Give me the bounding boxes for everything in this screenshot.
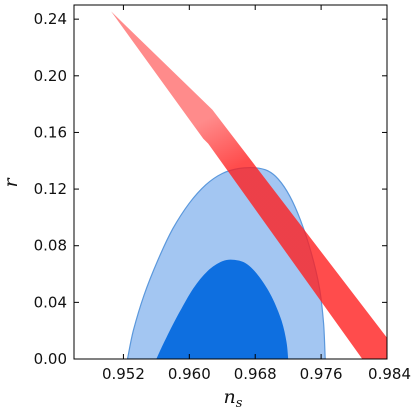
x-tick-label: 0.976 bbox=[300, 365, 343, 383]
confidence-region-68 bbox=[156, 259, 289, 359]
y-tick-label: 0.20 bbox=[34, 67, 67, 85]
model-prediction-band bbox=[111, 11, 387, 359]
x-tick-label: 0.952 bbox=[102, 365, 145, 383]
x-axis-ticks: 0.952 0.960 0.968 0.976 0.984 bbox=[102, 5, 411, 383]
x-tick-label: 0.984 bbox=[368, 365, 411, 383]
x-axis-label-subscript: s bbox=[236, 396, 243, 411]
y-axis-ticks: 0.00 0.04 0.08 0.12 0.16 0.20 0.24 bbox=[34, 10, 387, 368]
x-tick-label: 0.960 bbox=[168, 365, 211, 383]
series-layer bbox=[111, 11, 387, 359]
axes-frame bbox=[73, 4, 388, 360]
plot-area bbox=[111, 11, 387, 359]
x-tick-label: 0.968 bbox=[234, 365, 277, 383]
y-tick-label: 0.24 bbox=[34, 10, 67, 28]
x-axis-label-main: n bbox=[224, 386, 236, 408]
y-tick-label: 0.12 bbox=[34, 180, 67, 198]
y-tick-label: 0.00 bbox=[34, 350, 67, 368]
x-axis-label: ns bbox=[224, 386, 243, 411]
y-axis-label: r bbox=[0, 177, 22, 188]
y-tick-label: 0.04 bbox=[34, 293, 67, 311]
y-tick-label: 0.16 bbox=[34, 123, 67, 141]
y-tick-label: 0.08 bbox=[34, 237, 67, 255]
